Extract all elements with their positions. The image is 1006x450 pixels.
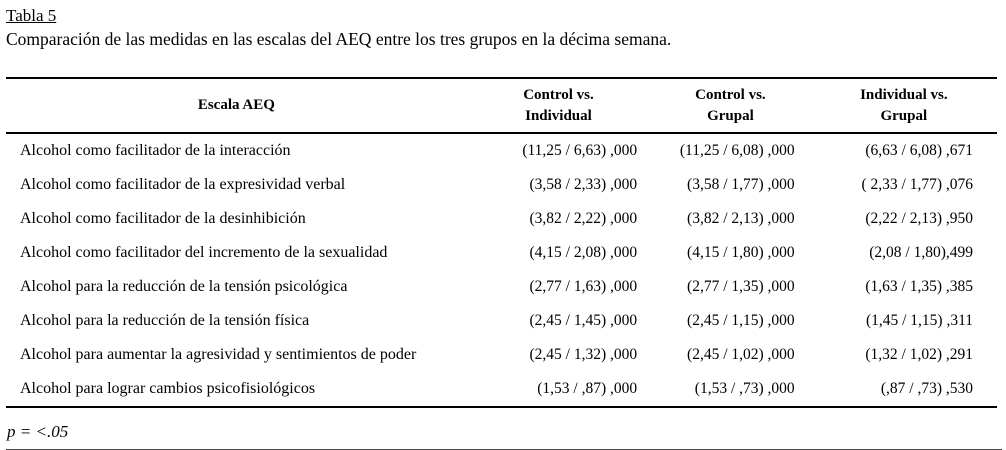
cell-value: (2,45 / 1,15) ,000 [687, 312, 795, 330]
row-label: Alcohol para aumentar la agresividad y s… [20, 346, 417, 364]
cell-value: (1,32 / 1,02) ,291 [865, 346, 973, 364]
cell-value: (6,63 / 6,08) ,671 [865, 142, 973, 160]
table-header-row: Escala AEQ Control vs. Individual Contro… [6, 78, 997, 134]
header-line: Grupal [880, 107, 928, 124]
row-label: Alcohol para lograr cambios psicofisioló… [20, 380, 316, 398]
cell-value: (2,08 / 1,80),499 [869, 244, 973, 262]
cell-value: (3,82 / 2,13) ,000 [687, 210, 795, 228]
cell-value: (2,22 / 2,13) ,950 [865, 210, 973, 228]
cell-value: (2,45 / 1,45) ,000 [529, 312, 638, 330]
cell-value: (1,45 / 1,15) ,311 [865, 312, 973, 330]
header-line: Individual vs. [860, 87, 948, 103]
header-line: Control vs. [523, 87, 594, 103]
table-row: Alcohol como facilitador del incremento … [6, 236, 997, 270]
table-row: Alcohol para lograr cambios psicofisioló… [6, 372, 997, 408]
header-escala-aeq: Escala AEQ [197, 97, 275, 114]
table-row: Alcohol para la reducción de la tensión … [6, 270, 997, 304]
cell-value: (3,58 / 2,33) ,000 [529, 176, 638, 194]
cell-value: (1,63 / 1,35) ,385 [865, 278, 973, 296]
cell-value: (3,82 / 2,22) ,000 [529, 210, 638, 228]
table-row: Alcohol como facilitador de la desinhibi… [6, 202, 997, 236]
header-control-vs-individual: Control vs. Individual [467, 78, 650, 133]
row-label: Alcohol como facilitador del incremento … [20, 244, 388, 262]
cell-value: (,87 / ,73) ,530 [880, 380, 973, 398]
table-row: Alcohol como facilitador de la expresivi… [6, 168, 997, 202]
table-caption: Comparación de las medidas en las escala… [6, 29, 672, 49]
header-control-vs-grupal: Control vs. Grupal [650, 78, 811, 133]
aeq-comparison-table: Escala AEQ Control vs. Individual Contro… [6, 77, 997, 408]
header-line: Control vs. [695, 87, 766, 103]
table-number-title: Tabla 5 [6, 6, 57, 25]
row-label: Alcohol como facilitador de la expresivi… [20, 176, 346, 194]
table-row: Alcohol para aumentar la agresividad y s… [6, 338, 997, 372]
cell-value: (11,25 / 6,08) ,000 [679, 142, 795, 160]
cell-value: (3,58 / 1,77) ,000 [687, 176, 795, 194]
header-individual-vs-grupal: Individual vs. Grupal [811, 78, 997, 133]
header-line: Grupal [707, 107, 754, 124]
cell-value: ( 2,33 / 1,77) ,076 [861, 176, 973, 194]
table-row: Alcohol como facilitador de la interacci… [6, 133, 997, 168]
cell-value: (1,53 / ,73) ,000 [694, 380, 795, 398]
cell-value: (11,25 / 6,63) ,000 [522, 142, 638, 160]
cell-value: (2,45 / 1,32) ,000 [529, 346, 638, 364]
cell-value: (4,15 / 1,80) ,000 [687, 244, 795, 262]
cell-value: (1,53 / ,87) ,000 [537, 380, 638, 398]
cell-value: (2,45 / 1,02) ,000 [687, 346, 795, 364]
cell-value: (2,77 / 1,35) ,000 [687, 278, 795, 296]
header-line: Individual [525, 107, 592, 124]
row-label: Alcohol para la reducción de la tensión … [20, 278, 348, 296]
table-row: Alcohol para la reducción de la tensión … [6, 304, 997, 338]
row-label: Alcohol como facilitador de la interacci… [20, 142, 291, 160]
significance-footnote: p = <.05 [7, 422, 69, 442]
cell-value: (2,77 / 1,63) ,000 [529, 278, 638, 296]
row-label: Alcohol como facilitador de la desinhibi… [20, 210, 306, 228]
row-label: Alcohol para la reducción de la tensión … [20, 312, 310, 330]
cell-value: (4,15 / 2,08) ,000 [529, 244, 638, 262]
